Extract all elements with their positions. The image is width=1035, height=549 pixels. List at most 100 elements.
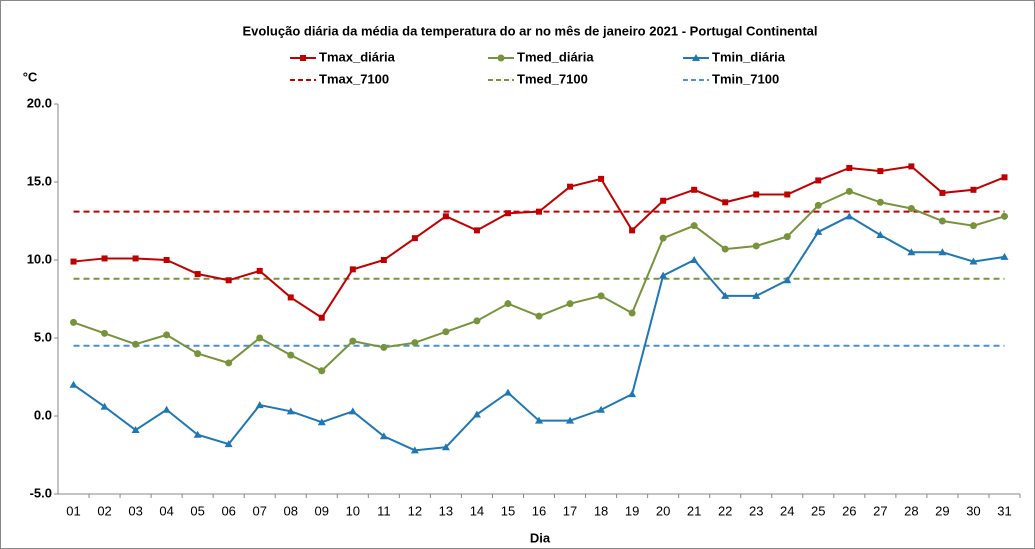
marker xyxy=(691,186,698,193)
marker xyxy=(100,402,109,410)
chart-title: Evolução diária da média da temperatura … xyxy=(242,23,817,38)
marker xyxy=(101,329,109,337)
x-tick-label: 06 xyxy=(221,503,235,518)
marker xyxy=(194,350,202,358)
marker xyxy=(567,183,574,190)
marker xyxy=(629,227,636,234)
marker xyxy=(163,257,170,263)
legend-label: Tmax_7100 xyxy=(319,71,389,86)
legend-marker xyxy=(692,54,700,61)
marker xyxy=(659,271,668,279)
marker xyxy=(132,255,139,262)
marker xyxy=(845,212,854,220)
marker xyxy=(690,256,699,263)
marker xyxy=(411,339,419,347)
marker xyxy=(752,291,761,299)
x-tick-label: 10 xyxy=(346,503,360,518)
marker xyxy=(690,222,698,230)
x-tick-label: 18 xyxy=(594,503,608,518)
marker xyxy=(380,343,388,351)
x-tick-label: 23 xyxy=(749,503,763,518)
legend-label: Tmax_diária xyxy=(319,49,396,64)
x-tick-label: 20 xyxy=(656,503,670,518)
marker xyxy=(442,213,449,220)
marker xyxy=(783,233,791,241)
x-tick-label: 19 xyxy=(625,503,639,518)
marker xyxy=(101,255,108,262)
x-tick-label: 15 xyxy=(501,503,515,518)
marker xyxy=(907,248,916,256)
legend-label: Tmed_diária xyxy=(517,49,594,64)
marker xyxy=(411,235,418,242)
x-tick-label: 14 xyxy=(470,503,484,518)
marker xyxy=(380,257,387,263)
marker xyxy=(132,340,140,348)
marker xyxy=(318,367,326,375)
marker xyxy=(131,426,140,434)
marker xyxy=(876,231,885,239)
x-tick-label: 27 xyxy=(873,503,887,518)
marker xyxy=(660,197,667,204)
y-tick-label: 20.0 xyxy=(27,95,52,110)
legend-marker xyxy=(497,54,505,62)
marker xyxy=(317,418,326,426)
marker xyxy=(442,328,450,336)
marker xyxy=(379,432,388,440)
legend-label: Tmin_7100 xyxy=(712,71,779,86)
legend-label: Tmin_diária xyxy=(712,49,786,64)
marker xyxy=(566,416,575,424)
marker xyxy=(1000,252,1009,260)
legend-label: Tmed_7100 xyxy=(517,71,588,86)
marker xyxy=(535,312,543,320)
marker xyxy=(256,334,264,342)
marker xyxy=(224,440,233,448)
marker xyxy=(814,227,823,235)
marker xyxy=(286,407,295,415)
y-tick-label: 5.0 xyxy=(34,329,52,344)
x-tick-label: 12 xyxy=(408,503,422,518)
marker xyxy=(535,416,543,424)
x-axis-label: Dia xyxy=(530,530,551,545)
marker xyxy=(1001,174,1008,181)
marker xyxy=(877,168,884,175)
x-tick-label: 21 xyxy=(687,503,701,518)
marker xyxy=(938,217,946,225)
marker xyxy=(194,271,201,278)
marker xyxy=(969,257,978,265)
marker xyxy=(846,164,853,171)
marker xyxy=(348,407,357,415)
x-tick-label: 25 xyxy=(811,503,825,518)
marker xyxy=(597,292,605,300)
marker xyxy=(225,359,233,367)
marker xyxy=(566,300,574,308)
marker xyxy=(628,390,637,398)
x-tick-label: 08 xyxy=(284,503,298,518)
x-tick-label: 26 xyxy=(842,503,856,518)
x-tick-label: 05 xyxy=(190,503,204,518)
marker xyxy=(969,222,977,230)
x-tick-label: 29 xyxy=(935,503,949,518)
marker xyxy=(472,410,481,418)
marker xyxy=(504,210,511,217)
marker xyxy=(815,177,822,184)
marker xyxy=(163,331,171,339)
x-tick-label: 22 xyxy=(718,503,732,518)
marker xyxy=(193,430,202,438)
marker xyxy=(473,227,480,234)
marker xyxy=(628,309,636,317)
marker xyxy=(814,201,822,209)
marker xyxy=(256,267,263,274)
marker xyxy=(783,276,792,284)
marker xyxy=(721,291,730,299)
marker xyxy=(536,208,542,215)
marker xyxy=(70,318,78,326)
x-tick-label: 09 xyxy=(315,503,329,518)
marker xyxy=(503,388,512,396)
x-tick-label: 28 xyxy=(904,503,918,518)
marker xyxy=(410,446,419,454)
marker xyxy=(908,163,915,170)
marker xyxy=(939,189,946,196)
y-tick-label: 0.0 xyxy=(34,407,52,422)
y-tick-label: 10.0 xyxy=(27,251,52,266)
